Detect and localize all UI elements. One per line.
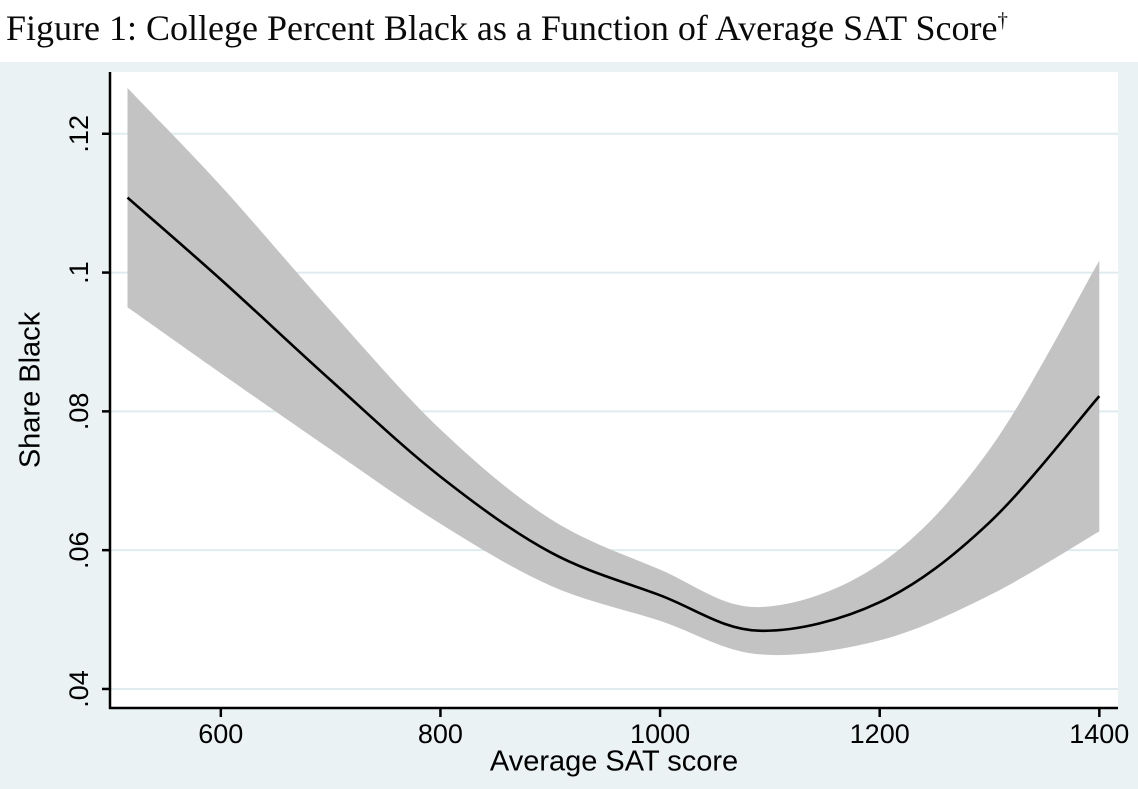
- y-tick-label: .04: [64, 670, 94, 708]
- x-tick-label: 1000: [630, 719, 690, 749]
- x-tick-label: 800: [418, 719, 463, 749]
- x-tick-label: 600: [198, 719, 243, 749]
- figure-title-text: Figure 1: College Percent Black as a Fun…: [6, 8, 998, 48]
- figure-title: Figure 1: College Percent Black as a Fun…: [0, 0, 1138, 62]
- x-tick-label: 1200: [850, 719, 910, 749]
- figure-title-dagger: †: [997, 8, 1008, 32]
- chart-figure: .04 .06 .08 .1 .12 600 800 1000 1200 1400 Share B…: [0, 62, 1138, 789]
- y-tick-label: .06: [64, 531, 94, 569]
- y-tick-label: .08: [64, 393, 94, 431]
- chart-canvas: .04 .06 .08 .1 .12 600 800 1000 1200 1400: [64, 72, 1129, 749]
- fit-line: [126, 196, 1101, 633]
- x-tick-label: 1400: [1069, 719, 1129, 749]
- y-axis-title: Share Black: [14, 311, 47, 469]
- x-axis-title: Average SAT score: [489, 745, 739, 778]
- y-tick-label: .1: [64, 261, 94, 284]
- y-tick-label: .12: [64, 115, 94, 153]
